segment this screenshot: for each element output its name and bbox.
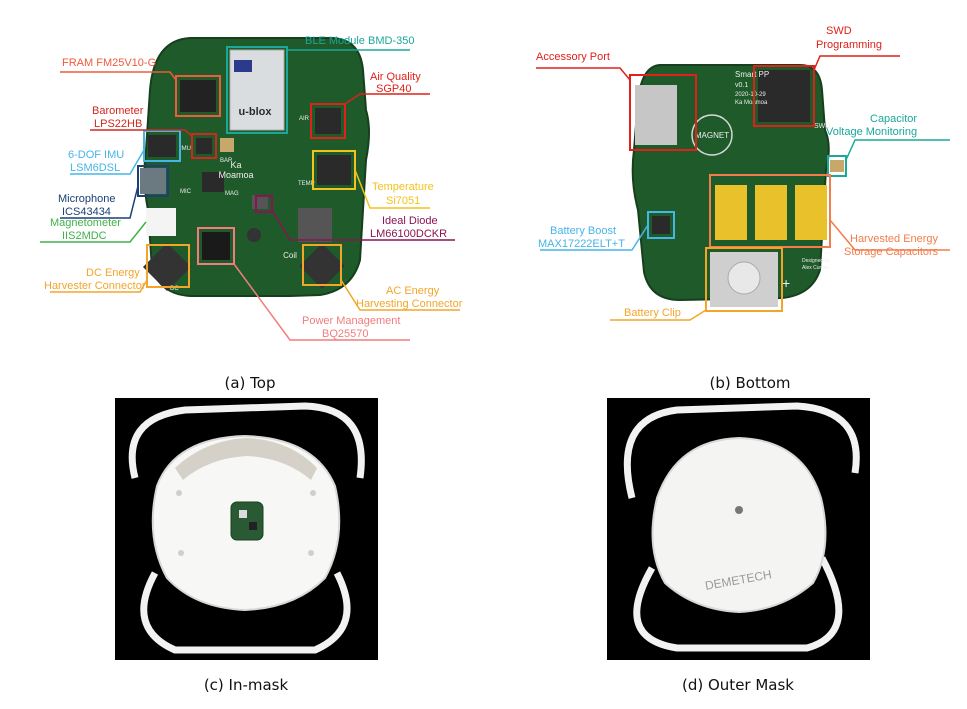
power-management-chip (202, 232, 230, 260)
callout-ble: BLE Module BMD-350 (305, 35, 414, 47)
callout-temperature: Temperature (372, 181, 434, 193)
callout-fram: FRAM FM25V10-G (62, 57, 156, 69)
mask-body (651, 436, 827, 614)
sensor-device (230, 501, 264, 541)
bottom-strap (140, 571, 351, 654)
callout-dc-energy: DC Energy (86, 267, 140, 279)
top-strap (623, 402, 860, 499)
in-mask-photo (128, 402, 365, 654)
storage-cap-2 (755, 185, 787, 240)
accessory-port (635, 85, 677, 145)
magnetometer-area (146, 208, 176, 236)
dc-connector (142, 242, 192, 292)
svg-text:Ka Moamoa: Ka Moamoa (735, 100, 768, 106)
barometer-chip (196, 138, 212, 154)
callout-imu: 6-DOF IMU (68, 149, 124, 161)
callout-air-quality: Air Quality (370, 71, 421, 83)
storage-cap-1 (715, 185, 747, 240)
magnet-outline (691, 114, 733, 156)
imu-chip (148, 135, 176, 157)
svg-text:Ka: Ka (230, 160, 241, 170)
callout-microphone: Microphone (58, 193, 115, 205)
svg-text:Harvesting Connector: Harvesting Connector (356, 298, 463, 310)
nose-foam (175, 438, 317, 480)
temperature-chip (317, 155, 351, 185)
svg-text:Programming: Programming (816, 39, 882, 51)
callout-swd: SWD (826, 25, 852, 37)
svg-text:LPS22HB: LPS22HB (94, 118, 142, 130)
svg-text:BQ25570: BQ25570 (322, 328, 368, 340)
swd-header (758, 70, 810, 122)
fram-chip (180, 80, 216, 112)
outer-mask-photo: DEMETECH (623, 402, 860, 652)
caption-d: (d) Outer Mask (682, 676, 794, 694)
callout-power-management: Power Management (302, 315, 400, 327)
bottom-pcb-figure: MAGNET Smart PP v0.1 2020-10-29 Ka Moamo… (536, 25, 950, 321)
svg-text:2020-10-29: 2020-10-29 (735, 92, 766, 98)
callout-ac-energy: AC Energy (386, 285, 440, 297)
inductor (298, 208, 332, 242)
callout-harvested-energy: Harvested Energy (850, 233, 939, 245)
svg-text:TEMP: TEMP (298, 181, 315, 187)
panel-b-bottom: MAGNET Smart PP v0.1 2020-10-29 Ka Moamo… (520, 10, 960, 370)
callout-capacitor: Capacitor (870, 113, 917, 125)
svg-text:IIS2MDC: IIS2MDC (62, 230, 107, 242)
svg-text:Si7051: Si7051 (386, 195, 420, 207)
svg-text:Moamoa: Moamoa (218, 170, 253, 180)
bottom-strap (633, 556, 843, 652)
svg-text:MIC: MIC (180, 189, 192, 195)
exhalation-hole (735, 506, 743, 514)
panel-d-outer-mask: DEMETECH (607, 398, 870, 660)
battery-boost-chip (652, 216, 670, 234)
callout-magnetometer: Magnetometer (50, 217, 121, 229)
svg-text:Designed by: Designed by (802, 258, 830, 264)
svg-text:Smart PP: Smart PP (735, 70, 769, 79)
top-pcb-figure: u-blox Ka Moamoa Coil IMU TEMP AIR MIC M… (40, 35, 463, 341)
storage-cap-3 (795, 185, 827, 240)
svg-text:MAX17222ELT+T: MAX17222ELT+T (538, 238, 625, 250)
svg-text:Coil: Coil (283, 251, 297, 260)
ublox-logo-text: u-blox (239, 106, 273, 118)
svg-text:Alex Curtiss: Alex Curtiss (802, 265, 829, 271)
svg-text:+: + (782, 275, 790, 291)
panel-a-top: u-blox Ka Moamoa Coil IMU TEMP AIR MIC M… (30, 10, 480, 370)
svg-text:ICS43434: ICS43434 (62, 206, 111, 218)
svg-text:LM66100DCKR: LM66100DCKR (370, 228, 447, 240)
svg-text:Harvester Connector: Harvester Connector (44, 280, 146, 292)
panel-c-in-mask (115, 398, 378, 660)
callout-barometer: Barometer (92, 105, 144, 117)
callout-accessory-port: Accessory Port (536, 51, 610, 63)
svg-text:BAR: BAR (220, 158, 233, 164)
svg-text:Storage Capacitors: Storage Capacitors (844, 246, 939, 258)
svg-text:LSM6DSL: LSM6DSL (70, 162, 120, 174)
svg-text:IMU: IMU (180, 146, 191, 152)
svg-text:Voltage Monitoring: Voltage Monitoring (826, 126, 917, 138)
top-strap (128, 402, 365, 479)
microphone-chip (140, 168, 166, 194)
svg-text:v0.1: v0.1 (735, 82, 748, 89)
svg-text:MAGNET: MAGNET (695, 131, 729, 140)
svg-text:AIR: AIR (299, 116, 310, 122)
caption-a: (a) Top (224, 374, 276, 392)
svg-text:DC: DC (170, 286, 179, 292)
svg-text:SWD: SWD (814, 123, 830, 130)
callout-ideal-diode: Ideal Diode (382, 215, 438, 227)
svg-text:MAG: MAG (225, 191, 239, 197)
svg-text:SGP40: SGP40 (376, 83, 411, 95)
callout-battery-clip: Battery Clip (624, 307, 681, 319)
callout-battery-boost: Battery Boost (550, 225, 616, 237)
caption-c: (c) In-mask (203, 676, 289, 694)
caption-b: (b) Bottom (709, 374, 791, 392)
air-quality-chip (315, 108, 341, 134)
